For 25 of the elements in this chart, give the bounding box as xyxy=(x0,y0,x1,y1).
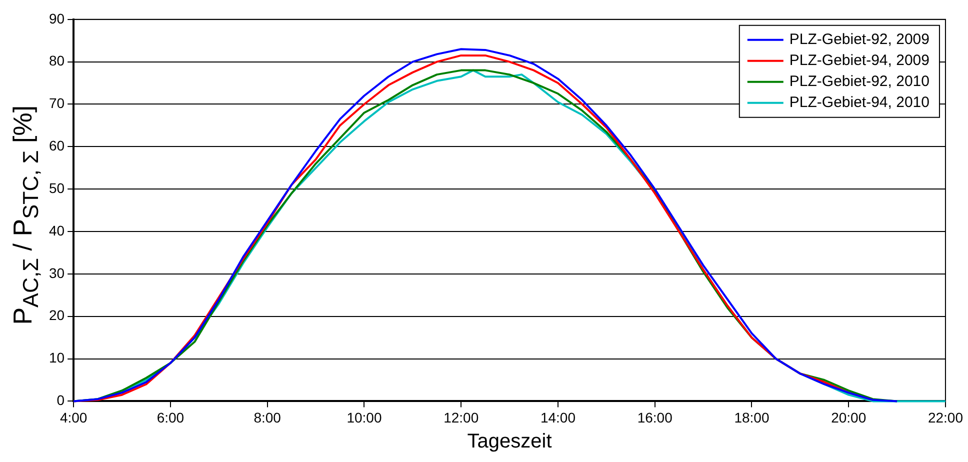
x-tick-label: 20:00 xyxy=(831,409,866,426)
x-tick-label: 8:00 xyxy=(254,409,282,426)
x-tick-label: 14:00 xyxy=(540,409,576,426)
y-tick-label: 0 xyxy=(56,392,65,408)
x-tick-label: 16:00 xyxy=(637,409,673,426)
y-tick-label: 90 xyxy=(48,10,65,26)
legend-label: PLZ-Gebiet-94, 2010 xyxy=(789,94,930,112)
x-tick-label: 6:00 xyxy=(156,409,184,426)
legend-label: PLZ-Gebiet-92, 2010 xyxy=(789,73,930,90)
legend-label: PLZ-Gebiet-92, 2009 xyxy=(789,31,930,48)
y-tick-label: 80 xyxy=(48,52,65,69)
y-tick-label: 60 xyxy=(48,138,65,154)
x-tick-label: 22:00 xyxy=(928,409,964,426)
x-tick-label: 10:00 xyxy=(346,409,382,426)
x-tick-label: 12:00 xyxy=(444,409,479,426)
x-axis-title: Tageszeit xyxy=(467,430,552,453)
y-tick-label: 10 xyxy=(48,350,65,366)
y-tick-label: 50 xyxy=(48,180,65,196)
legend-label: PLZ-Gebiet-94, 2009 xyxy=(789,52,930,70)
y-tick-label: 30 xyxy=(48,264,65,281)
x-tick-label: 4:00 xyxy=(60,409,88,426)
x-tick-label: 18:00 xyxy=(734,409,770,426)
y-tick-label: 20 xyxy=(48,307,65,324)
y-tick-label: 70 xyxy=(48,95,65,112)
y-tick-label: 40 xyxy=(48,222,65,238)
